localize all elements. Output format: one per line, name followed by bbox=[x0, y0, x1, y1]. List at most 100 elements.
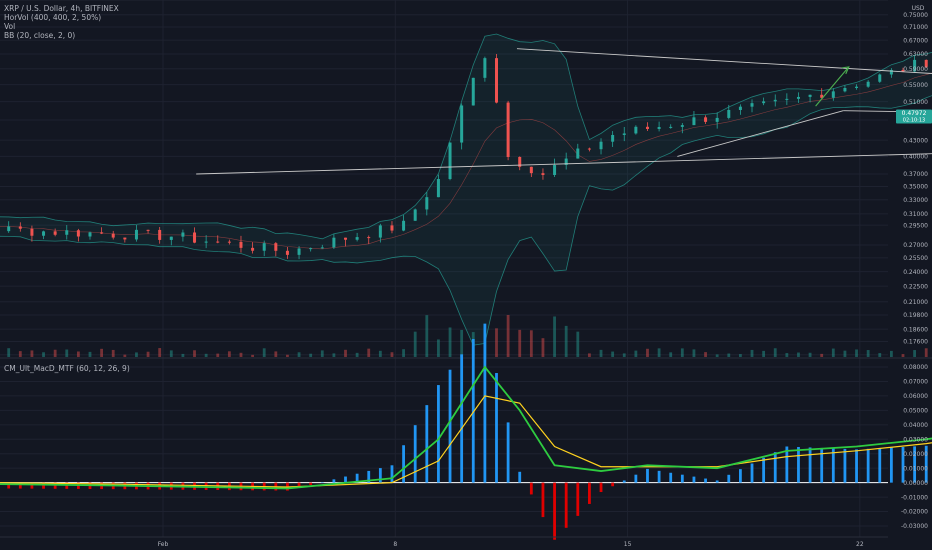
macd-histogram-bar bbox=[518, 471, 522, 483]
candle-body bbox=[599, 141, 603, 150]
grid bbox=[0, 0, 932, 537]
candle-body bbox=[855, 86, 859, 88]
candle-body bbox=[344, 237, 348, 240]
candle-body bbox=[251, 247, 255, 251]
candle-body bbox=[460, 105, 464, 143]
macd-histogram-bar bbox=[913, 446, 917, 483]
volume-bar bbox=[367, 348, 371, 357]
macd-histogram-bar bbox=[390, 465, 394, 483]
volume-bar bbox=[181, 353, 185, 357]
candle-body bbox=[378, 225, 382, 238]
candle-body bbox=[18, 226, 22, 229]
candle-body bbox=[297, 248, 301, 255]
bb-lower bbox=[0, 95, 932, 346]
candle-body bbox=[169, 236, 173, 240]
triangle-support-line bbox=[196, 153, 932, 175]
candle-body bbox=[889, 69, 893, 75]
indicator-vol[interactable]: Vol bbox=[4, 22, 16, 31]
macd-histogram-bar bbox=[669, 472, 673, 483]
candle-body bbox=[727, 109, 731, 118]
volume-bar bbox=[88, 351, 92, 357]
y-tick-label: 0.59000 bbox=[903, 66, 928, 73]
macd-histogram-bar bbox=[901, 446, 905, 483]
macd-histogram-bar bbox=[785, 446, 789, 483]
y-tick-label: 0.75000 bbox=[903, 12, 928, 19]
macd-histogram-bar bbox=[460, 354, 464, 483]
volume-bar bbox=[529, 330, 533, 357]
macd-histogram-bar bbox=[831, 448, 835, 483]
volume-bar bbox=[355, 352, 359, 357]
macd-histogram-bar bbox=[588, 482, 591, 504]
up-arrow-head bbox=[841, 66, 850, 75]
volume-bar bbox=[599, 349, 603, 357]
y-tick-label: 0.18600 bbox=[903, 326, 928, 333]
macd-histogram-bar bbox=[320, 482, 324, 483]
volume-bar bbox=[378, 350, 382, 357]
y-tick-label: 0.51000 bbox=[903, 99, 928, 106]
trendlines bbox=[196, 48, 932, 175]
candlesticks bbox=[7, 54, 928, 260]
y-tick-label: 0.35000 bbox=[903, 184, 928, 191]
macd-histogram-bar bbox=[866, 448, 870, 483]
macd-histogram-bar bbox=[7, 482, 11, 489]
up-arrow-shaft bbox=[815, 66, 850, 107]
volume-bar bbox=[76, 351, 80, 357]
volume-bar bbox=[785, 353, 789, 357]
macd-tick-label: 0.00000 bbox=[903, 480, 928, 487]
y-tick-label: 0.67000 bbox=[903, 37, 928, 44]
macd-tick-label: 0.03000 bbox=[903, 436, 928, 443]
candle-body bbox=[88, 232, 92, 237]
volume-bar bbox=[657, 348, 661, 357]
bb-upper bbox=[0, 33, 932, 240]
y-tick-label: 0.63000 bbox=[903, 51, 928, 58]
volume-bar bbox=[669, 352, 673, 357]
volume-bar bbox=[169, 350, 173, 357]
symbol-title[interactable]: XRP / U.S. Dollar, 4h, BITFINEX bbox=[4, 4, 119, 13]
volume-bar bbox=[216, 353, 220, 357]
macd-tick-label: 0.02000 bbox=[903, 451, 928, 458]
candle-body bbox=[704, 117, 708, 122]
y-tick-label: 0.22500 bbox=[903, 283, 928, 290]
indicator-bb[interactable]: BB (20, close, 2, 0) bbox=[4, 31, 76, 40]
candle-body bbox=[204, 241, 208, 243]
macd-histogram-bar bbox=[402, 445, 405, 483]
candle-body bbox=[285, 250, 289, 255]
macd-histogram-bar bbox=[855, 449, 858, 483]
candle-body bbox=[913, 59, 917, 72]
volume-bar bbox=[866, 350, 870, 357]
candle-body bbox=[42, 231, 46, 236]
volume-bar bbox=[704, 352, 707, 357]
volume-bar bbox=[738, 354, 742, 357]
macd-tick-label: 0.01000 bbox=[903, 465, 928, 472]
indicator-horvol[interactable]: HorVol (400, 400, 2, 50%) bbox=[4, 13, 102, 22]
macd-histogram-bar bbox=[332, 479, 336, 483]
candle-body bbox=[390, 225, 394, 231]
volume-bar bbox=[622, 353, 626, 357]
volume-bar bbox=[762, 350, 766, 357]
macd-signal-line bbox=[0, 395, 932, 488]
volume-bar bbox=[7, 348, 11, 357]
volume-bar bbox=[564, 325, 568, 357]
volume-bar bbox=[309, 353, 313, 357]
y-tick-label: 0.24000 bbox=[903, 269, 928, 276]
macd-histogram-bar bbox=[297, 482, 301, 488]
bollinger-bands bbox=[0, 33, 932, 346]
volume-bar bbox=[855, 349, 858, 357]
candle-body bbox=[494, 58, 498, 103]
candle-body bbox=[76, 230, 80, 237]
macd-histogram-bar bbox=[715, 480, 719, 483]
macd-histogram-bar bbox=[878, 448, 882, 483]
macd-histogram-bar bbox=[425, 405, 429, 483]
y-tick-label: 0.31000 bbox=[903, 211, 928, 218]
macd-histogram-bar bbox=[529, 482, 533, 495]
macd-histogram-bar bbox=[762, 457, 766, 483]
candle-body bbox=[692, 117, 696, 126]
macd-histogram-bar bbox=[820, 447, 824, 483]
macd-tick-label: 0.06000 bbox=[903, 393, 928, 400]
volume-bar bbox=[588, 353, 591, 357]
macd-title[interactable]: CM_Ult_MacD_MTF (60, 12, 26, 9) bbox=[4, 364, 130, 373]
volume-bar bbox=[204, 353, 208, 357]
candle-body bbox=[355, 237, 359, 240]
